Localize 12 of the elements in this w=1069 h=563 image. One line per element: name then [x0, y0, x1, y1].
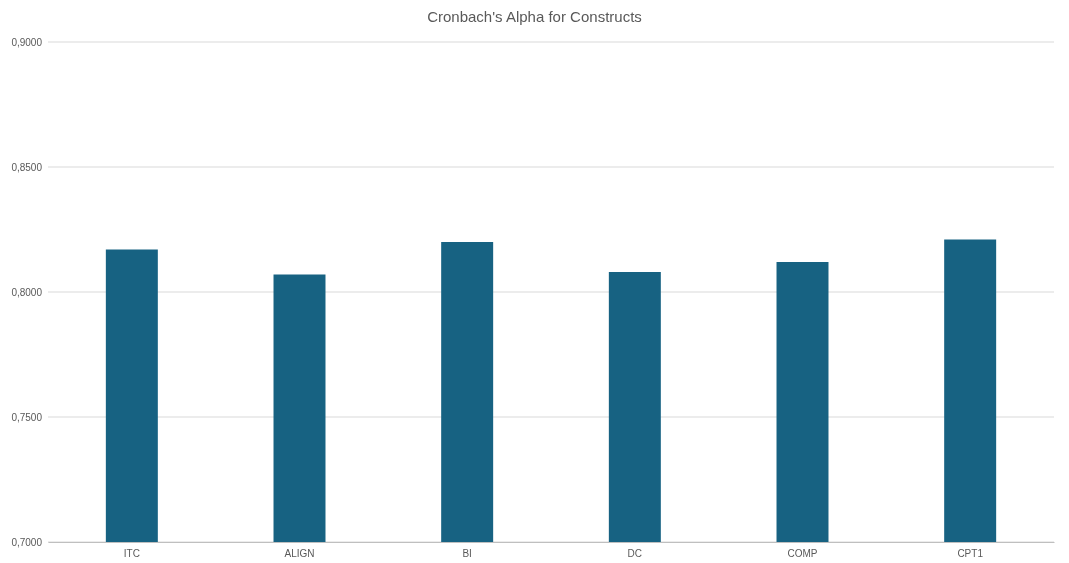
x-tick-label: ITC — [123, 548, 140, 560]
x-tick-label: ALIGN — [284, 548, 315, 560]
x-tick-label: BI — [462, 548, 472, 560]
y-tick-label: 0,9000 — [11, 36, 43, 48]
y-tick-label: 0,8000 — [11, 286, 43, 298]
x-tick-label: CPT1 — [957, 548, 984, 560]
y-tick-label: 0,7000 — [11, 536, 43, 548]
chart-title: Cronbach's Alpha for Constructs — [427, 8, 642, 25]
y-tick-label: 0,8500 — [11, 161, 43, 173]
x-tick-label: COMP — [787, 548, 818, 560]
y-tick-label: 0,7500 — [11, 411, 43, 423]
x-tick-label: DC — [627, 548, 643, 560]
